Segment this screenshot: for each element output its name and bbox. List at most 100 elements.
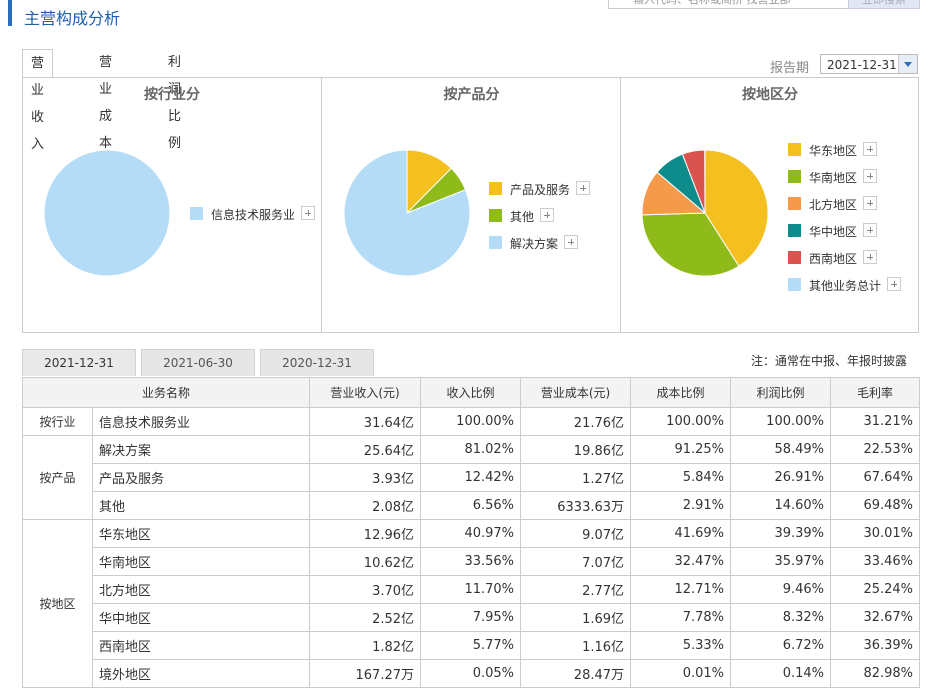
legend-swatch <box>489 236 502 249</box>
legend-swatch <box>489 182 502 195</box>
charts-panel: 按行业分 信息技术服务业 按产品分 产品及服务 其他 解决方案 按地区分 华东地区华… <box>22 77 919 333</box>
table-row: 其他 2.08亿 6.56% 6333.63万 2.91% 14.60% 69.48% <box>23 491 921 520</box>
pie-slice[interactable] <box>343 149 471 277</box>
tab-profit-ratio[interactable]: 利润比例 <box>168 55 182 151</box>
cell-cost-ratio: 32.47% <box>630 547 732 576</box>
page-title: 主营构成分析 <box>24 9 121 28</box>
cell-business-name: 产品及服务 <box>91 463 311 492</box>
period-tab-2020-12-31[interactable]: 2020-12-31 <box>260 349 374 376</box>
cell-revenue: 10.62亿 <box>309 547 422 576</box>
cell-profit-ratio: 8.32% <box>730 603 832 632</box>
cell-revenue-ratio: 12.42% <box>420 463 522 492</box>
table-row: 西南地区 1.82亿 5.77% 1.16亿 5.33% 6.72% 36.39% <box>23 631 921 660</box>
cell-business-name: 西南地区 <box>91 631 311 660</box>
cell-profit-ratio: 0.14% <box>730 659 832 688</box>
cell-revenue-ratio: 33.56% <box>420 547 522 576</box>
legend-swatch <box>489 209 502 222</box>
expand-plus-icon[interactable] <box>863 223 877 237</box>
cell-profit-ratio: 100.00% <box>730 407 832 436</box>
expand-plus-icon[interactable] <box>863 142 877 156</box>
pie-slice[interactable] <box>641 212 740 277</box>
period-tab-2021-12-31[interactable]: 2021-12-31 <box>22 349 136 376</box>
legend-swatch <box>788 197 801 210</box>
expand-plus-icon[interactable] <box>540 208 554 222</box>
expand-plus-icon[interactable] <box>863 169 877 183</box>
legend-swatch <box>190 207 203 220</box>
pie-chart <box>43 149 171 277</box>
report-period-value: 2021-12-31 <box>827 58 897 72</box>
expand-plus-icon[interactable] <box>863 196 877 210</box>
table-row: 北方地区 3.70亿 11.70% 2.77亿 12.71% 9.46% 25.24% <box>23 575 921 604</box>
expand-plus-icon[interactable] <box>564 235 578 249</box>
cell-business-name: 解决方案 <box>91 435 311 464</box>
cell-cost: 9.07亿 <box>520 519 632 548</box>
pie-chart <box>641 149 769 277</box>
cell-cost: 28.47万 <box>520 659 632 688</box>
legend-label: 华南地区 <box>809 171 858 185</box>
cell-business-name: 华中地区 <box>91 603 311 632</box>
title-bar: 主营构成分析 输入代码、名称或简拼 找营业部 立即搜索 <box>0 0 935 32</box>
table-row: 华南地区 10.62亿 33.56% 7.07亿 32.47% 35.97% 33.46% <box>23 547 921 576</box>
cell-business-name: 境外地区 <box>91 659 311 688</box>
cell-business-name: 北方地区 <box>91 575 311 604</box>
search-input[interactable]: 输入代码、名称或简拼 找营业部 <box>608 0 864 9</box>
cell-business-name: 其他 <box>91 491 311 520</box>
tab-revenue[interactable]: 营业收入 <box>22 49 54 152</box>
tab-cost[interactable]: 营业成本 <box>99 55 113 151</box>
table-header-row: 业务名称 营业收入(元) 收入比例 营业成本(元) 成本比例 利润比例 毛利率 <box>21 377 921 408</box>
header-revenue-ratio: 收入比例 <box>420 377 522 408</box>
cell-revenue-ratio: 81.02% <box>420 435 522 464</box>
cell-gross-margin: 69.48% <box>830 491 921 520</box>
period-tab-2021-06-30[interactable]: 2021-06-30 <box>141 349 255 376</box>
legend-label: 北方地区 <box>809 198 858 212</box>
cell-cost: 21.76亿 <box>520 407 632 436</box>
chart-product: 按产品分 产品及服务 其他 解决方案 <box>321 78 621 332</box>
legend-label: 其他 <box>510 210 535 224</box>
expand-plus-icon[interactable] <box>301 206 315 220</box>
cell-revenue: 2.52亿 <box>309 603 422 632</box>
chart-title-region: 按地区分 <box>742 87 798 103</box>
row-group-label: 按地区 <box>22 519 93 688</box>
pie-chart <box>343 149 471 277</box>
cell-revenue-ratio: 5.77% <box>420 631 522 660</box>
cell-revenue: 167.27万 <box>309 659 422 688</box>
pie-slice[interactable] <box>43 149 171 277</box>
legend-swatch <box>788 143 801 156</box>
legend-label: 西南地区 <box>809 252 858 266</box>
cell-profit-ratio: 35.97% <box>730 547 832 576</box>
cell-business-name: 信息技术服务业 <box>91 407 311 436</box>
cell-gross-margin: 31.21% <box>830 407 921 436</box>
table-row: 华中地区 2.52亿 7.95% 1.69亿 7.78% 8.32% 32.67% <box>23 603 921 632</box>
cell-gross-margin: 22.53% <box>830 435 921 464</box>
legend-swatch <box>788 170 801 183</box>
chevron-down-icon[interactable] <box>898 55 917 73</box>
report-period-select[interactable]: 2021-12-31 <box>820 54 918 74</box>
cell-revenue-ratio: 6.56% <box>420 491 522 520</box>
table-row: 产品及服务 3.93亿 12.42% 1.27亿 5.84% 26.91% 67.64% <box>23 463 921 492</box>
cell-gross-margin: 30.01% <box>830 519 921 548</box>
cell-cost-ratio: 0.01% <box>630 659 732 688</box>
cell-gross-margin: 82.98% <box>830 659 921 688</box>
cell-revenue: 12.96亿 <box>309 519 422 548</box>
cell-cost-ratio: 5.84% <box>630 463 732 492</box>
search-button[interactable]: 立即搜索 <box>848 0 920 9</box>
header-business-name: 业务名称 <box>21 377 311 408</box>
expand-plus-icon[interactable] <box>863 250 877 264</box>
table-row: 按产品 解决方案 25.64亿 81.02% 19.86亿 91.25% 58.49% 22.… <box>22 435 921 520</box>
legend-label: 解决方案 <box>510 237 559 251</box>
cell-profit-ratio: 14.60% <box>730 491 832 520</box>
table-row: 境外地区 167.27万 0.05% 28.47万 0.01% 0.14% 82.98% <box>23 659 921 688</box>
cell-gross-margin: 36.39% <box>830 631 921 660</box>
expand-plus-icon[interactable] <box>576 181 590 195</box>
header-revenue: 营业收入(元) <box>309 377 422 408</box>
chart-industry: 按行业分 信息技术服务业 <box>23 78 321 332</box>
cell-gross-margin: 33.46% <box>830 547 921 576</box>
legend-label: 华东地区 <box>809 144 858 158</box>
expand-plus-icon[interactable] <box>887 277 901 291</box>
cell-revenue-ratio: 0.05% <box>420 659 522 688</box>
cell-cost-ratio: 100.00% <box>630 407 732 436</box>
cell-revenue: 2.08亿 <box>309 491 422 520</box>
cell-cost-ratio: 91.25% <box>630 435 732 464</box>
cell-revenue: 3.70亿 <box>309 575 422 604</box>
cell-profit-ratio: 58.49% <box>730 435 832 464</box>
